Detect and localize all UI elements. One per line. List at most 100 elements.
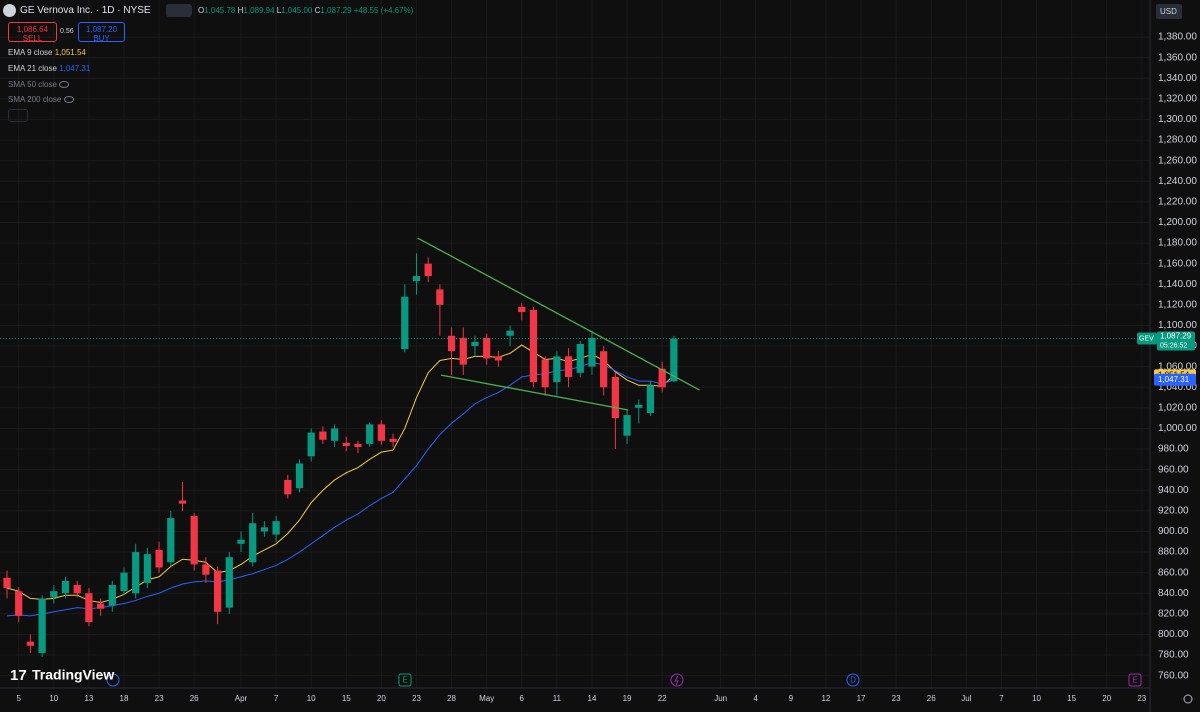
candle-body — [611, 376, 619, 419]
candle-body — [213, 570, 222, 612]
indicator-badge-text: 1,047.31 — [1158, 375, 1190, 384]
visibility-icon[interactable] — [63, 96, 74, 104]
dividend-icon-letter[interactable]: D — [850, 676, 856, 685]
event-icon[interactable] — [670, 673, 684, 687]
candle-body — [483, 337, 491, 359]
candle-body — [73, 585, 81, 594]
candle-body — [237, 539, 245, 544]
earnings-icon-letter[interactable]: E — [1132, 676, 1137, 685]
sell-price[interactable]: 1,086.64 — [16, 25, 49, 34]
earnings-icon[interactable] — [398, 673, 412, 687]
candle-body — [260, 527, 269, 532]
y-tick-label: 820.00 — [1158, 608, 1189, 619]
buy-label[interactable]: BUY — [93, 34, 110, 43]
y-tick-label: 1,000.00 — [1158, 423, 1197, 434]
candle-body — [108, 585, 116, 606]
spread: 0.56 — [60, 28, 74, 35]
x-tick-label: 15 — [1067, 694, 1076, 703]
candle-body — [658, 368, 666, 388]
indicator-legend[interactable]: EMA 21 close 1,047.31 — [8, 64, 90, 73]
x-tick-label: Jun — [714, 694, 727, 703]
indicator-name[interactable]: SMA 50 close — [8, 80, 57, 89]
candle-body — [471, 341, 479, 347]
indicator-name[interactable]: SMA 200 close — [8, 95, 62, 104]
symbol-status[interactable] — [166, 4, 192, 17]
candle-body — [319, 431, 327, 440]
sell-label[interactable]: SELL — [22, 34, 43, 43]
y-tick-label: 1,200.00 — [1158, 217, 1197, 228]
x-tick-label: 17 — [857, 694, 866, 703]
dividend-icon[interactable] — [106, 673, 120, 687]
buy-button[interactable]: 1,087.20 BUY — [78, 22, 125, 43]
y-tick-label: 980.00 — [1158, 444, 1189, 455]
indicator-legend[interactable]: SMA 200 close — [8, 95, 74, 104]
y-tick-label: 1,180.00 — [1158, 238, 1197, 249]
y-tick-label: 900.00 — [1158, 526, 1189, 537]
visibility-icon[interactable] — [59, 81, 70, 89]
x-tick-label: 12 — [821, 694, 830, 703]
earnings-icon[interactable] — [1128, 673, 1142, 687]
candle-body — [38, 598, 46, 653]
candle-body — [354, 443, 362, 447]
symbol-title[interactable]: GE Vernova Inc. · 1D · NYSE — [20, 5, 151, 16]
candle-body — [436, 289, 444, 305]
candle-body — [646, 385, 655, 414]
x-tick-label: 23 — [155, 694, 164, 703]
earnings-icon-letter[interactable]: E — [402, 676, 407, 685]
brand-mark: 17 — [10, 667, 27, 684]
settings-button[interactable] — [1183, 694, 1193, 704]
x-tick-label: 20 — [1102, 694, 1111, 703]
x-tick-label: 26 — [927, 694, 936, 703]
candle-body — [424, 263, 432, 277]
y-tick-label: 1,120.00 — [1158, 300, 1197, 311]
event-icon-bolt — [674, 675, 679, 686]
currency-button[interactable] — [1156, 4, 1182, 19]
candle-body — [3, 577, 11, 589]
y-tick-label: 960.00 — [1158, 464, 1189, 475]
candle-body — [96, 603, 105, 609]
indicator-name[interactable]: EMA 9 close — [8, 48, 53, 57]
x-tick-label: May — [479, 694, 494, 703]
indicator-legend[interactable]: SMA 50 close — [8, 80, 70, 89]
x-tick-label: 4 — [754, 694, 759, 703]
candle-body — [541, 359, 549, 388]
x-tick-label: 10 — [49, 694, 58, 703]
y-tick-label: 780.00 — [1158, 650, 1189, 661]
currency[interactable]: USD — [1160, 7, 1177, 16]
sell-button[interactable]: 1,086.64 SELL — [8, 22, 57, 43]
y-tick-label: 1,280.00 — [1158, 135, 1197, 146]
ohlc-value: 1,089.94 — [243, 6, 275, 15]
candle-body — [155, 549, 163, 568]
candle-body — [26, 641, 35, 646]
candle-body — [225, 557, 233, 608]
buy-price[interactable]: 1,087.20 — [85, 25, 118, 34]
candle-body — [600, 351, 608, 388]
y-tick-label: 1,140.00 — [1158, 279, 1197, 290]
indicator-value: 1,051.54 — [54, 48, 86, 57]
candle-body — [635, 404, 643, 408]
axes: 760.00 780.00 800.00 820.00 840.00 860.00 880.… — [16, 32, 1197, 703]
y-tick-label: 1,300.00 — [1158, 114, 1197, 125]
ohlc-legend: O1,045.78 H1,089.94 L1,045.00 C1,087.29 … — [198, 6, 413, 15]
y-tick-label: 1,060.00 — [1158, 361, 1197, 372]
candle-body — [623, 415, 631, 436]
candle-body — [529, 310, 538, 383]
indicator-line — [6, 344, 675, 604]
x-tick-label: 14 — [588, 694, 597, 703]
symbol-badge — [1137, 332, 1157, 345]
ohlc-value: 1,045.78 — [204, 6, 236, 15]
candle-body — [295, 463, 304, 489]
indicator-legend[interactable]: EMA 9 close 1,051.54 — [8, 48, 86, 57]
indicator-name[interactable]: EMA 21 close — [8, 64, 57, 73]
candle-body — [377, 424, 386, 441]
collapse-button[interactable] — [8, 109, 28, 122]
y-tick-label: 800.00 — [1158, 629, 1189, 640]
candle-body — [190, 516, 198, 565]
ohlc-key: C — [314, 6, 321, 15]
dividend-icon[interactable] — [846, 673, 860, 687]
x-tick-label: 15 — [342, 694, 351, 703]
x-tick-label: 28 — [447, 694, 456, 703]
plot — [0, 237, 1150, 658]
candle-body — [506, 330, 514, 336]
